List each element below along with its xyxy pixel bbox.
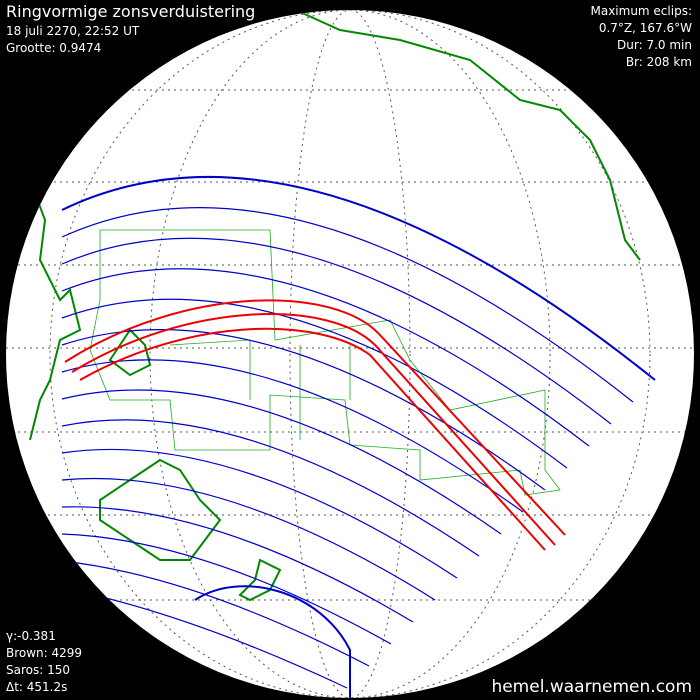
shadow-contour	[61, 298, 568, 469]
shadow-contour	[61, 419, 480, 557]
limit-curve	[194, 585, 351, 698]
shadow-limits	[61, 175, 656, 689]
magnitude: Grootte: 0.9474	[6, 41, 101, 55]
brown: Brown: 4299	[6, 646, 82, 660]
shadow-contour	[61, 506, 414, 623]
shadow-contour	[61, 389, 502, 535]
shadow-contour	[61, 207, 634, 403]
shadow-contour	[61, 448, 458, 579]
max-width: Br: 208 km	[626, 55, 692, 69]
saros: Saros: 150	[6, 663, 70, 677]
site: hemel.waarnemen.com	[491, 677, 692, 697]
max-label: Maximum eclips:	[590, 4, 692, 18]
shadow-contour	[61, 533, 392, 645]
shadow-contour	[61, 268, 590, 447]
delta-t: Δt: 451.2s	[6, 680, 67, 694]
title: Ringvormige zonsverduistering	[6, 2, 255, 21]
shadow-contour	[61, 175, 656, 381]
max-duration: Dur: 7.0 min	[617, 38, 692, 52]
graticule	[6, 10, 694, 698]
date: 18 juli 2270, 22:52 UT	[6, 24, 140, 38]
central-path	[64, 299, 566, 551]
shadow-contour	[61, 237, 612, 425]
shadow-contour	[61, 477, 436, 601]
max-position: 0.7°Z, 167.6°W	[599, 21, 692, 35]
gamma: γ:-0.381	[6, 629, 56, 643]
